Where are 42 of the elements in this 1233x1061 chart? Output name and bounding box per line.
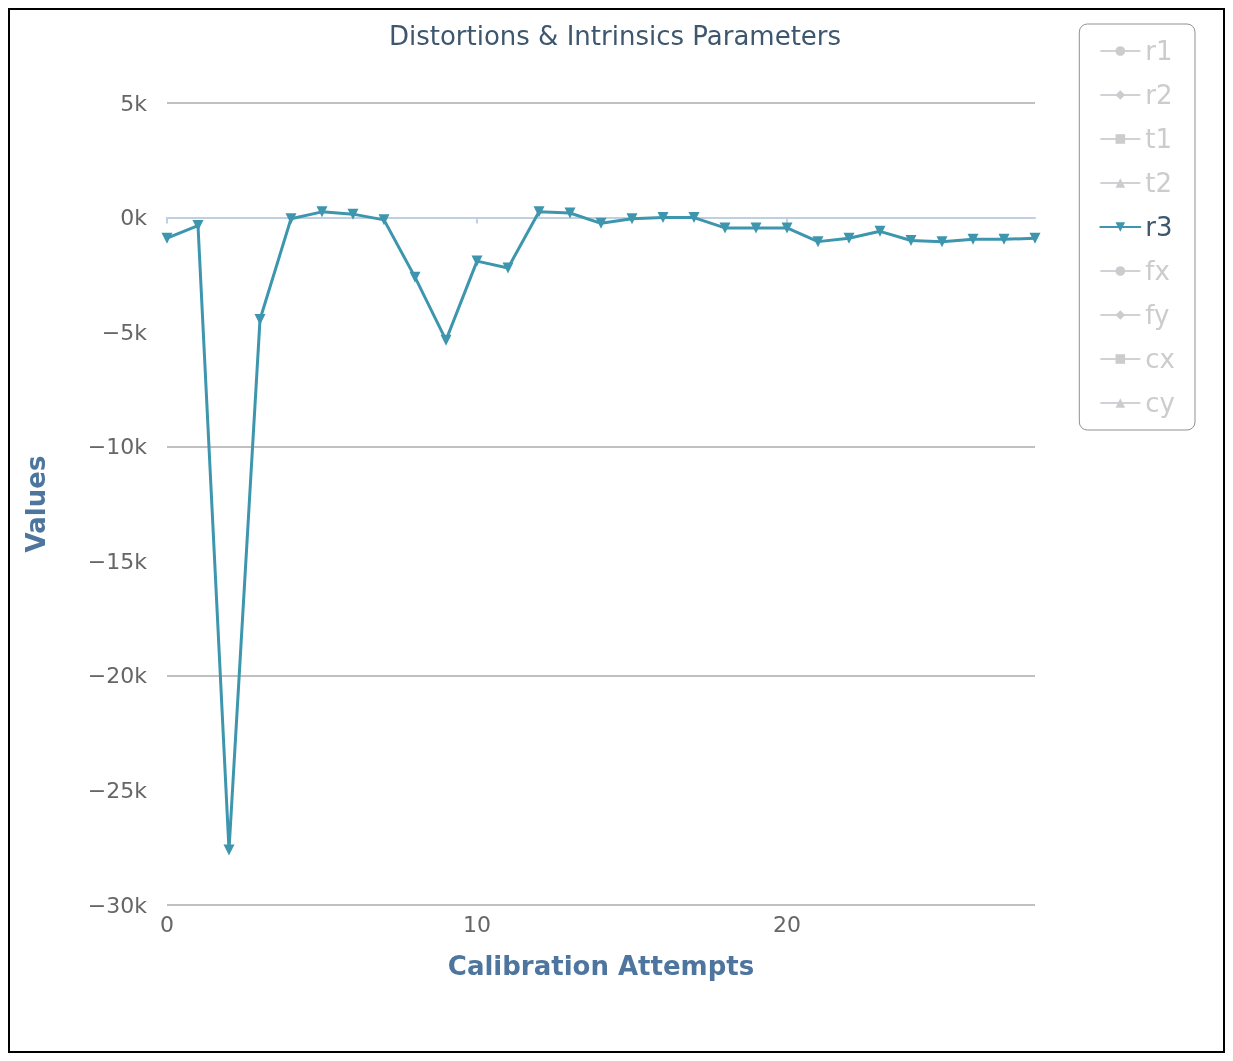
point bbox=[998, 233, 1010, 245]
point bbox=[967, 233, 979, 245]
point bbox=[378, 214, 390, 226]
point bbox=[719, 222, 731, 234]
y-tick-label: −5k bbox=[101, 319, 148, 345]
y-tick-label: −20k bbox=[87, 663, 148, 689]
point bbox=[843, 232, 855, 244]
point bbox=[1029, 232, 1041, 244]
point bbox=[409, 271, 421, 283]
point bbox=[440, 334, 452, 346]
point bbox=[781, 222, 793, 234]
point bbox=[657, 212, 669, 224]
point bbox=[812, 236, 824, 248]
x-tick-label: 0 bbox=[160, 911, 174, 937]
y-tick-label: −25k bbox=[87, 777, 148, 803]
point bbox=[874, 225, 886, 237]
y-tick-label: −10k bbox=[87, 434, 148, 460]
y-tick-label: 0k bbox=[120, 205, 148, 231]
legend-label: r3 bbox=[1145, 212, 1173, 242]
x-tick-label: 10 bbox=[463, 911, 491, 937]
point bbox=[626, 213, 638, 225]
y-axis-title: Values bbox=[21, 455, 51, 553]
point bbox=[285, 213, 297, 225]
point bbox=[347, 208, 359, 220]
point bbox=[161, 232, 173, 244]
point bbox=[905, 234, 917, 246]
point bbox=[688, 212, 700, 224]
y-tick-label: 5k bbox=[120, 90, 148, 116]
point bbox=[533, 206, 545, 218]
chart-title: Distortions & Intrinsics Parameters bbox=[388, 21, 842, 51]
point bbox=[502, 262, 514, 274]
x-axis-title: Calibration Attempts bbox=[447, 951, 755, 981]
y-tick-label: −30k bbox=[87, 892, 148, 918]
point bbox=[223, 844, 235, 856]
x-tick-label: 20 bbox=[773, 911, 801, 937]
y-tick-label: −15k bbox=[87, 548, 148, 574]
point bbox=[936, 236, 948, 248]
point bbox=[564, 207, 576, 219]
point bbox=[595, 217, 607, 229]
point bbox=[750, 222, 762, 234]
point bbox=[471, 255, 483, 267]
point bbox=[316, 206, 328, 218]
